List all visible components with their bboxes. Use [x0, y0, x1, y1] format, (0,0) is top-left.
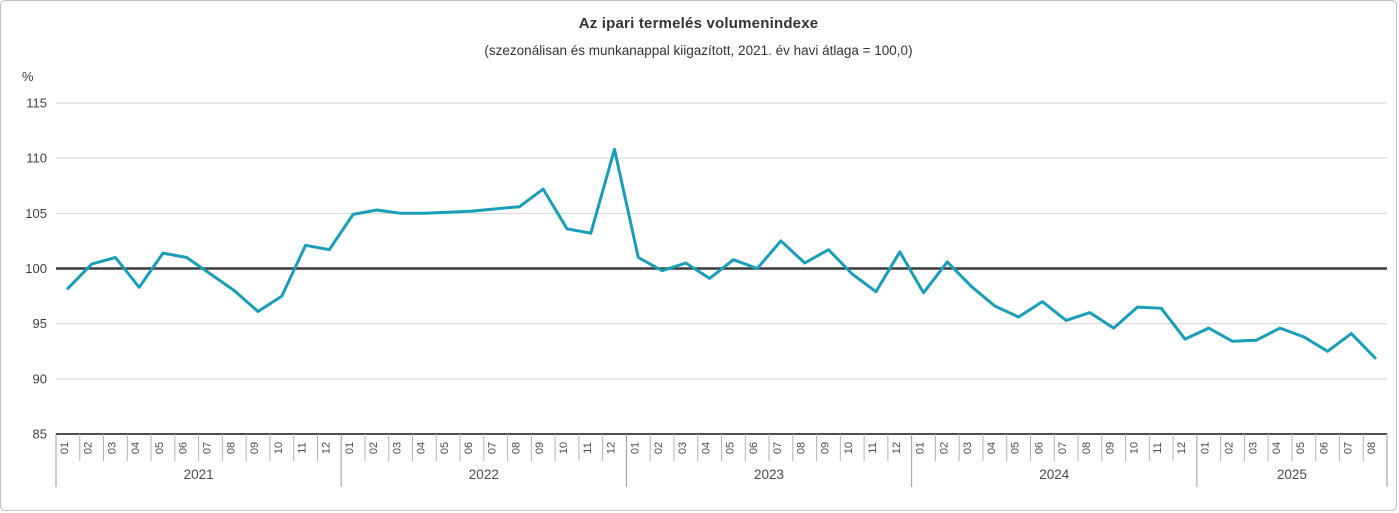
year-label-2024: 2024: [1039, 467, 1070, 482]
month-tick-label: 06: [1033, 442, 1045, 454]
month-tick-label: 04: [986, 442, 998, 454]
y-tick-label-90: 90: [33, 371, 47, 386]
month-tick-label: 02: [83, 442, 95, 454]
month-tick-label: 06: [463, 442, 475, 454]
y-axis-unit-label: %: [22, 69, 34, 84]
month-tick-label: 10: [1128, 442, 1140, 454]
month-tick-label: 04: [1271, 442, 1283, 454]
month-tick-label: 08: [510, 442, 522, 454]
month-tick-label: 09: [819, 442, 831, 454]
month-tick-label: 11: [297, 442, 309, 453]
month-tick-label: 03: [392, 442, 404, 454]
month-tick-label: 11: [867, 442, 879, 453]
month-tick-label: 06: [1319, 442, 1331, 454]
month-tick-label: 07: [772, 442, 784, 454]
month-tick-label: 01: [59, 442, 71, 454]
month-tick-label: 01: [344, 442, 356, 454]
month-tick-label: 12: [606, 442, 618, 454]
y-tick-label-95: 95: [33, 316, 47, 331]
month-tick-label: 11: [1152, 442, 1164, 453]
month-tick-label: 12: [1176, 442, 1188, 454]
month-tick-label: 01: [629, 442, 641, 454]
year-label-2025: 2025: [1277, 467, 1307, 482]
month-tick-label: 01: [915, 442, 927, 454]
month-tick-label: 08: [1366, 442, 1378, 454]
month-tick-label: 10: [273, 442, 285, 454]
y-tick-label-100: 100: [25, 261, 47, 276]
month-tick-label: 12: [891, 442, 903, 454]
month-tick-label: 09: [1105, 442, 1117, 454]
month-tick-label: 02: [1224, 442, 1236, 454]
month-tick-label: 07: [201, 442, 213, 454]
month-tick-label: 03: [1247, 442, 1259, 454]
month-tick-label: 03: [677, 442, 689, 454]
month-tick-label: 06: [178, 442, 190, 454]
month-tick-label: 05: [154, 442, 166, 454]
month-tick-label: 02: [368, 442, 380, 454]
month-tick-label: 10: [843, 442, 855, 454]
month-tick-label: 07: [1342, 442, 1354, 454]
month-tick-label: 04: [130, 442, 142, 454]
month-tick-label: 04: [701, 442, 713, 454]
y-tick-label-85: 85: [33, 427, 47, 442]
month-tick-label: 08: [225, 442, 237, 454]
month-tick-label: 05: [724, 442, 736, 454]
month-tick-label: 07: [487, 442, 499, 454]
month-tick-label: 08: [1081, 442, 1093, 454]
month-tick-label: 08: [796, 442, 808, 454]
month-tick-label: 06: [748, 442, 760, 454]
month-tick-label: 07: [1057, 442, 1069, 454]
chart-subtitle: (szezonálisan és munkanappal kiigazított…: [484, 43, 913, 58]
month-tick-label: 09: [249, 442, 261, 454]
y-tick-label-110: 110: [26, 151, 47, 166]
month-tick-label: 05: [1010, 442, 1022, 454]
y-tick-label-115: 115: [26, 96, 47, 111]
month-tick-label: 03: [962, 442, 974, 454]
year-label-2021: 2021: [184, 467, 214, 482]
y-tick-label-105: 105: [25, 206, 47, 221]
month-tick-label: 09: [534, 442, 546, 454]
month-tick-label: 05: [439, 442, 451, 454]
month-tick-label: 01: [1200, 442, 1212, 454]
month-tick-label: 03: [106, 442, 118, 454]
month-tick-label: 04: [415, 442, 427, 454]
year-label-2022: 2022: [469, 467, 499, 482]
month-tick-label: 10: [558, 442, 570, 454]
month-tick-label: 11: [582, 442, 594, 453]
month-tick-label: 12: [320, 442, 332, 454]
month-tick-label: 02: [938, 442, 950, 454]
month-tick-label: 02: [653, 442, 665, 454]
year-label-2023: 2023: [754, 467, 784, 482]
chart-title: Az ipari termelés volumenindexe: [578, 15, 819, 32]
production-index-line: [66, 147, 1377, 360]
month-tick-label: 05: [1295, 442, 1307, 454]
